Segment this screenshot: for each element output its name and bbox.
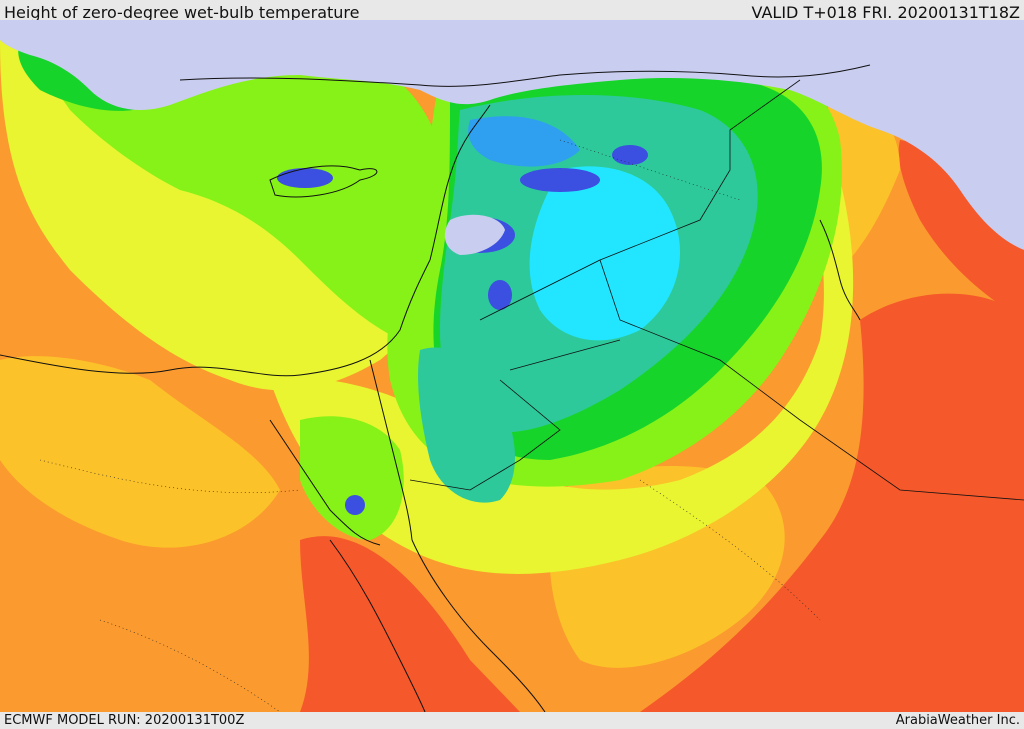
pocket-blue-5 (345, 495, 365, 515)
pocket-blue-4 (277, 168, 333, 188)
borders (409, 79, 1024, 501)
region-cyan (529, 166, 680, 341)
header-bar: Height of zero-degree wet-bulb temperatu… (0, 0, 1024, 22)
credit-label: ArabiaWeather Inc. (895, 713, 1020, 728)
region-cyan-2 (468, 116, 580, 167)
pocket-blue-1 (520, 168, 600, 192)
region-yellow-2 (270, 170, 854, 574)
map-canvas (0, 20, 1024, 712)
footer-bar: ECMWF MODEL RUN: 20200131T00Z ArabiaWeat… (0, 712, 1024, 729)
model-run-label: ECMWF MODEL RUN: 20200131T00Z (4, 713, 245, 728)
pocket-blue-2 (612, 145, 648, 165)
admin-borders (39, 139, 821, 712)
region-red-sw (300, 536, 520, 712)
valid-time: VALID T+018 FRI. 20200131T18Z (751, 3, 1020, 22)
map-title: Height of zero-degree wet-bulb temperatu… (4, 3, 360, 22)
coastlines (0, 64, 871, 712)
region-lavender-lake (444, 214, 505, 255)
region-amber-west (0, 356, 280, 548)
pocket-blue-3 (488, 280, 512, 310)
region-lime-3 (300, 416, 404, 540)
region-red-east (640, 293, 1024, 712)
region-teal-2 (418, 347, 515, 503)
weather-map (0, 20, 1024, 712)
